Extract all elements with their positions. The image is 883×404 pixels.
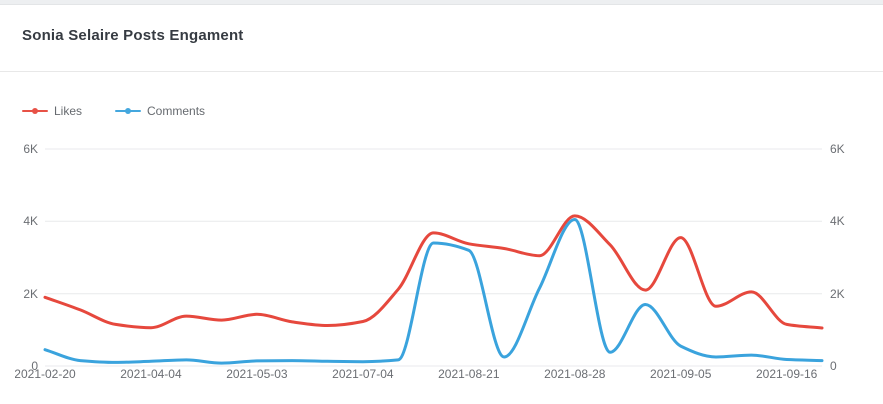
header-divider (0, 71, 883, 72)
x-tick-label: 2021-09-16 (755, 367, 818, 381)
legend-line-icon (22, 108, 48, 114)
chart-plot-area: 2021-02-20 2021-04-04 2021-05-03 2021-07-04… (15, 95, 868, 404)
y-tick-label: 0 (830, 359, 837, 373)
chart-card: Sonia Selaire Posts Engament Likes Commen… (0, 5, 883, 404)
legend-dot-icon (32, 108, 38, 114)
line-chart-canvas (43, 148, 824, 367)
chart-title: Sonia Selaire Posts Engament (22, 27, 244, 44)
x-tick-label: 2021-09-05 (650, 367, 712, 381)
page-background-strip (0, 0, 883, 5)
y-tick-label: 4K (23, 214, 38, 229)
legend-item-likes[interactable]: Likes (22, 104, 82, 118)
y-tick-label: 2K (830, 286, 845, 301)
legend-label: Likes (54, 104, 83, 118)
x-tick-label: 2021-08-28 (544, 367, 606, 381)
y-tick-label: 6K (23, 142, 38, 156)
x-tick-label: 2021-08-21 (438, 367, 500, 381)
legend-dot-icon (125, 108, 132, 114)
y-tick-label: 6K (830, 142, 845, 156)
legend-label: Comments (147, 104, 206, 118)
x-tick-label: 2021-02-20 (15, 367, 76, 381)
comments-line (43, 218, 824, 365)
y-tick-label: 0 (31, 359, 38, 373)
legend-item-comments[interactable]: Comments (115, 104, 205, 118)
y-tick-label: 4K (830, 214, 845, 229)
chart-legend: Likes Comments (22, 103, 205, 119)
y-tick-label: 2K (23, 286, 38, 301)
legend-line-icon (115, 108, 142, 114)
x-tick-label: 2021-04-04 (120, 367, 182, 381)
x-tick-label: 2021-07-04 (332, 367, 394, 381)
x-tick-label: 2021-05-03 (226, 367, 288, 381)
likes-line (43, 214, 824, 330)
